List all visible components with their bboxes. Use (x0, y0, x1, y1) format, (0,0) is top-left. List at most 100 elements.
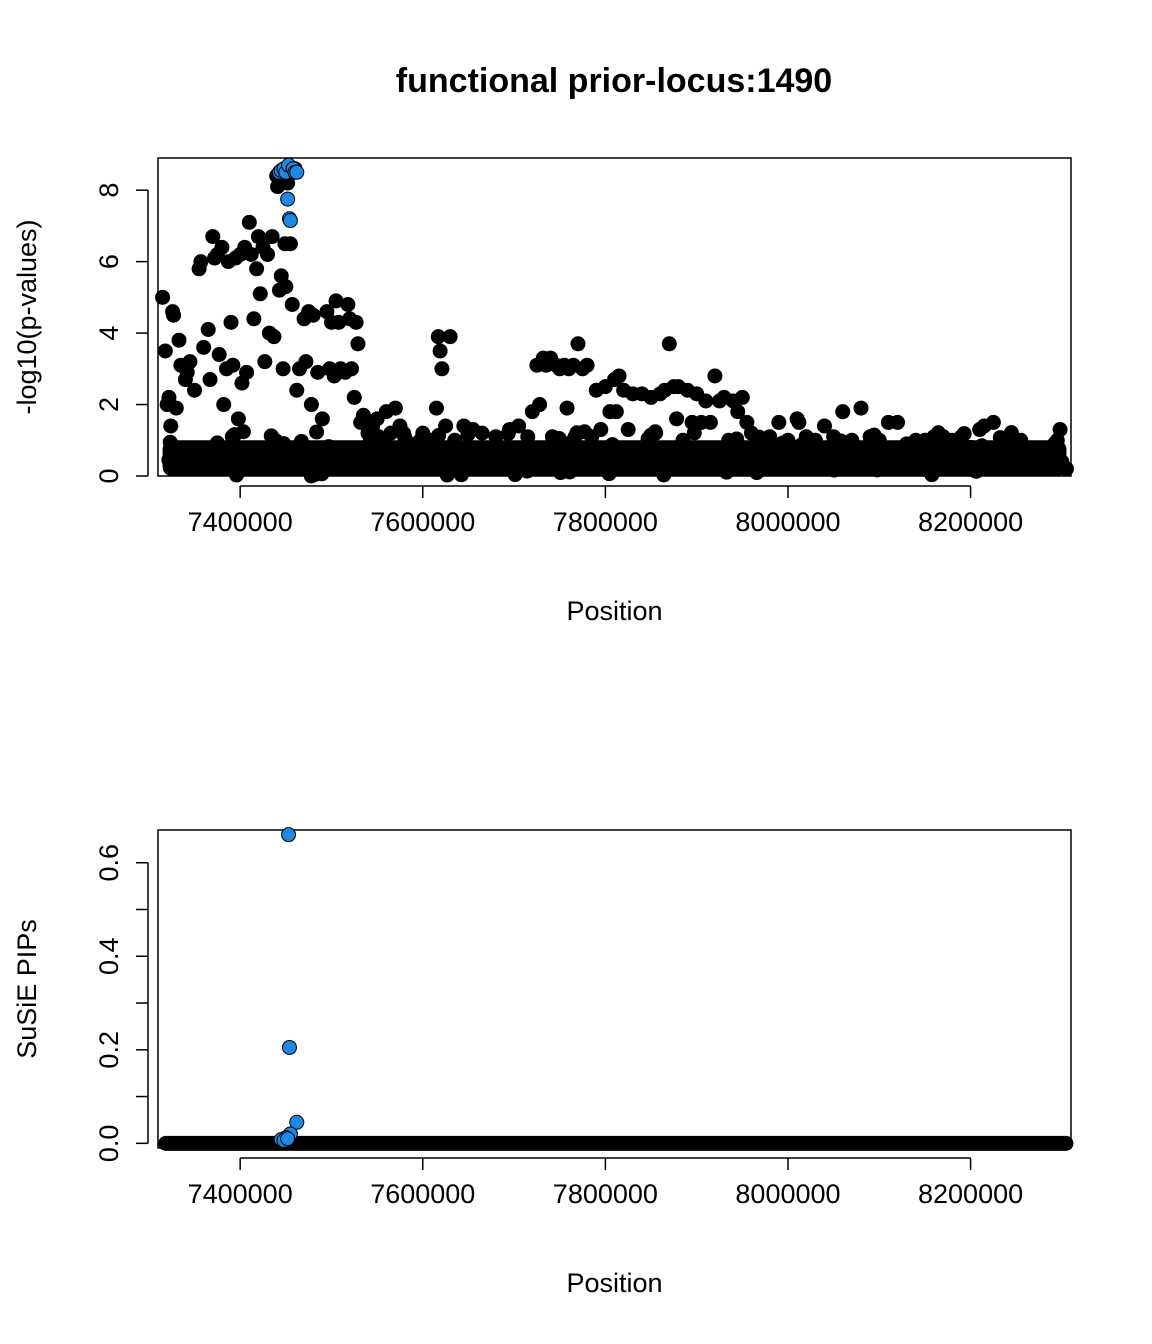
data-point (387, 400, 403, 416)
dense-point (880, 450, 896, 466)
data-point (157, 343, 173, 359)
pip-baseline (158, 1135, 1074, 1151)
data-point (430, 329, 446, 345)
data-point (488, 429, 504, 445)
pvalue-x-axis: 7400000 7600000 7800000 8000000 8200000 (188, 485, 1023, 537)
dense-point (177, 461, 193, 477)
data-point (853, 400, 869, 416)
y-tick-label: 0 (94, 468, 124, 483)
data-point (252, 286, 268, 302)
data-point (246, 311, 262, 327)
data-point (305, 307, 321, 323)
data-point (734, 389, 750, 405)
data-point (721, 432, 737, 448)
dense-point (661, 446, 677, 462)
data-point (346, 389, 362, 405)
dense-point (264, 448, 280, 464)
highlight-point (281, 1039, 297, 1055)
x-tick-label: 7600000 (370, 1179, 475, 1209)
data-point (608, 404, 624, 420)
data-point (406, 439, 422, 455)
data-point (702, 414, 718, 430)
data-point (205, 229, 221, 245)
data-point (661, 336, 677, 352)
dense-point (656, 467, 672, 483)
dense-point (869, 462, 885, 478)
dense-point (445, 461, 461, 477)
data-point (985, 414, 1001, 430)
dense-point (321, 439, 337, 455)
highlight-point (289, 1114, 305, 1130)
data-point (520, 429, 536, 445)
x-tick-label: 8000000 (735, 507, 840, 537)
data-point (155, 289, 171, 305)
y-tick-label: 0.0 (94, 1125, 124, 1163)
data-point (648, 425, 664, 441)
pip-x-axis: 7400000 7600000 7800000 8000000 8200000 (188, 1157, 1023, 1209)
y-tick-label: 8 (94, 183, 124, 198)
data-point (355, 407, 371, 423)
dense-point (518, 445, 534, 461)
data-point (707, 368, 723, 384)
dense-point (224, 429, 240, 445)
dense-point (534, 443, 550, 459)
data-point (474, 425, 490, 441)
data-point (544, 429, 560, 445)
data-point (161, 389, 177, 405)
pvalue-points (155, 161, 1074, 477)
dense-point (696, 450, 712, 466)
x-tick-label: 8200000 (918, 1179, 1023, 1209)
data-point (698, 393, 714, 409)
dense-point (162, 434, 178, 450)
y-tick-label: 4 (94, 326, 124, 341)
data-point (844, 432, 860, 448)
pvalue-x-axis-label: Position (566, 596, 662, 626)
figure-title: functional prior-locus:1490 (396, 62, 832, 100)
data-point (762, 429, 778, 445)
data-point (182, 354, 198, 370)
data-point (260, 246, 276, 262)
highlight-point (289, 164, 305, 180)
pvalue-y-axis-label: -log10(p-values) (12, 219, 42, 414)
data-point (310, 364, 326, 380)
highlight-point (281, 827, 297, 843)
data-point (559, 400, 575, 416)
data-point (314, 411, 330, 427)
x-tick-label: 8200000 (918, 507, 1023, 537)
data-point (187, 382, 203, 398)
data-point (257, 354, 273, 370)
data-point (397, 429, 413, 445)
data-point (298, 354, 314, 370)
dense-point (323, 454, 339, 470)
x-tick-label: 7600000 (370, 507, 475, 537)
data-point (438, 418, 454, 434)
dense-point (186, 451, 202, 467)
data-point (1058, 461, 1074, 477)
dense-point (553, 465, 569, 481)
pip-y-axis: 0.0 0.2 0.4 0.6 (94, 844, 149, 1163)
data-point (278, 279, 294, 295)
data-point (200, 322, 216, 338)
data-point (328, 293, 344, 309)
data-point (239, 364, 255, 380)
dense-point (404, 452, 420, 468)
dense-point (593, 457, 609, 473)
data-point (171, 332, 187, 348)
data-point (675, 432, 691, 448)
y-tick-label: 0.2 (94, 1031, 124, 1069)
data-point (816, 418, 832, 434)
data-point (264, 229, 280, 245)
dense-point (363, 455, 379, 471)
highlight-point (280, 191, 296, 207)
data-point (890, 414, 906, 430)
pvalue-panel: 7400000 7600000 7800000 8000000 8200000 0 2 4 6… (12, 157, 1074, 626)
dense-point (232, 459, 248, 475)
highlight-point (282, 213, 298, 229)
data-point (340, 296, 356, 312)
dense-point (161, 452, 177, 468)
dense-point (209, 435, 225, 451)
data-point (511, 418, 527, 434)
dense-point (567, 443, 583, 459)
data-point (223, 314, 239, 330)
